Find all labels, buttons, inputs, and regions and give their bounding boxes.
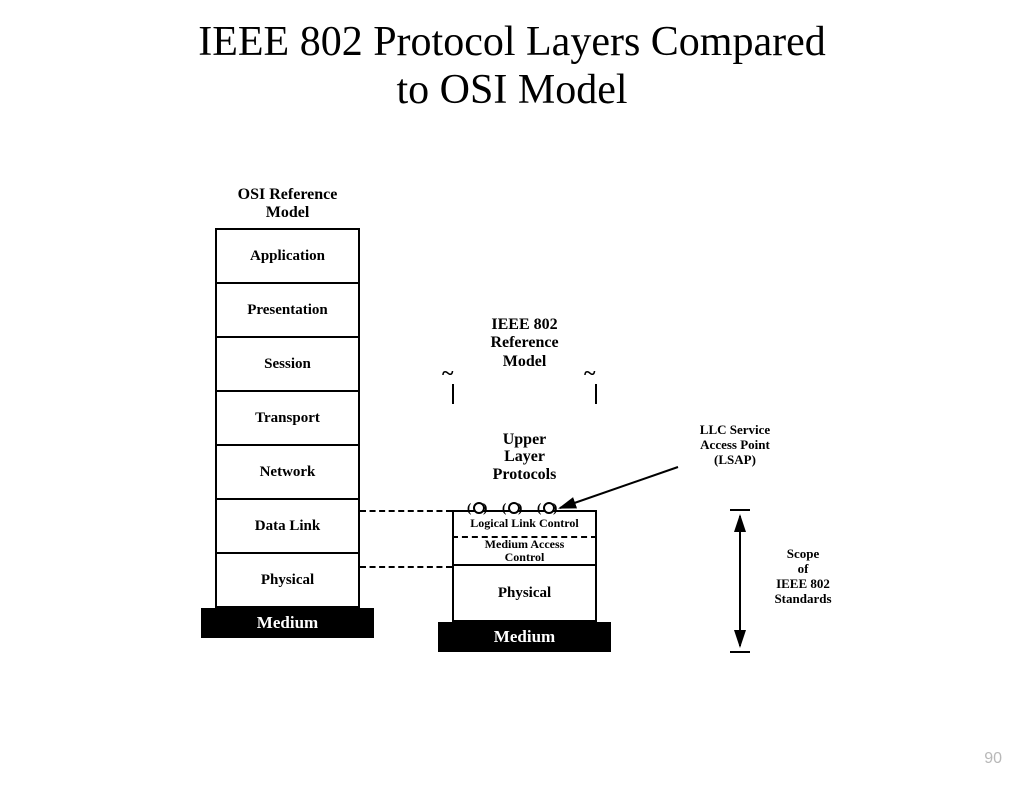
ieee-llc: Logical Link Control — [452, 510, 597, 538]
osi-layer-transport: Transport — [215, 390, 360, 446]
ieee-upper-protocols: UpperLayerProtocols — [452, 404, 597, 510]
osi-header: OSI ReferenceModel — [215, 186, 360, 223]
osi-layer-application: Application — [215, 228, 360, 284]
dashed-link-bottom — [360, 566, 452, 568]
dashed-link-top — [360, 510, 452, 512]
title-line1: IEEE 802 Protocol Layers Compared — [198, 19, 826, 65]
page-title: IEEE 802 Protocol Layers Compared to OSI… — [0, 18, 1024, 115]
ieee-medium: Medium — [438, 622, 611, 652]
ieee-mac: Medium AccessControl — [452, 536, 597, 566]
osi-layer-session: Session — [215, 336, 360, 392]
squiggle-left: ~ — [442, 360, 453, 386]
diagram: OSI ReferenceModel ApplicationPresentati… — [0, 168, 1024, 728]
osi-layer-presentation: Presentation — [215, 282, 360, 338]
squiggle-right: ~ — [584, 360, 595, 386]
lsap-label: LLC ServiceAccess Point(LSAP) — [680, 423, 790, 468]
ieee-physical: Physical — [452, 564, 597, 622]
page-number: 90 — [984, 750, 1002, 768]
osi-medium: Medium — [201, 608, 374, 638]
ieee-header: IEEE 802ReferenceModel — [452, 316, 597, 371]
osi-layer-physical: Physical — [215, 552, 360, 608]
title-line2: to OSI Model — [397, 67, 628, 113]
osi-layer-data-link: Data Link — [215, 498, 360, 554]
scope-label: ScopeofIEEE 802Standards — [758, 547, 848, 607]
osi-layer-network: Network — [215, 444, 360, 500]
